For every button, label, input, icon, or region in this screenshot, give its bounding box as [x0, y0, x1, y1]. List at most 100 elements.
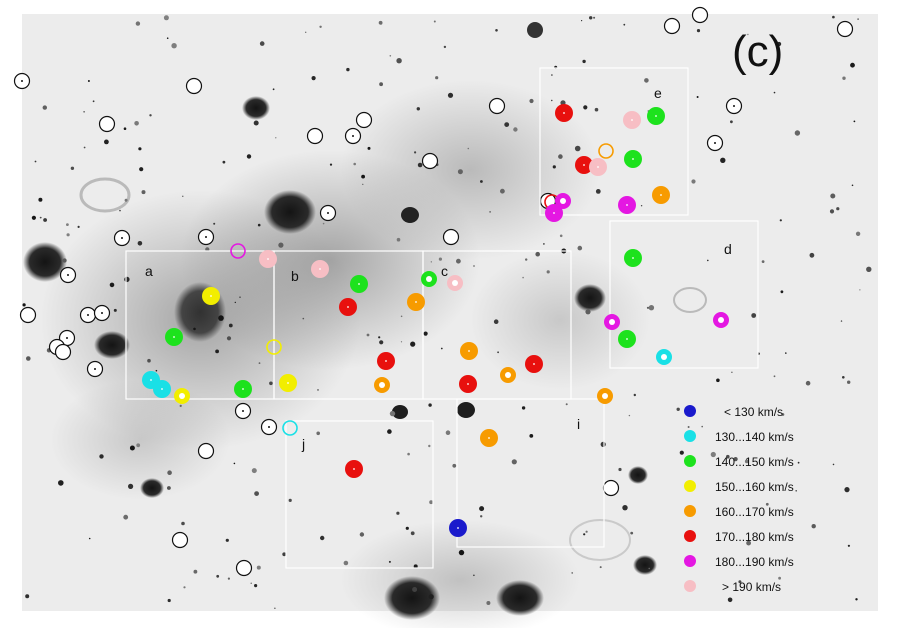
region-label-c: c	[441, 263, 448, 279]
legend-dot	[684, 480, 696, 492]
legend-dot	[684, 430, 696, 442]
faint-source	[182, 195, 184, 197]
faint-source	[62, 258, 67, 263]
faint-source	[594, 107, 599, 112]
faint-source	[866, 266, 872, 272]
faint-source	[218, 315, 224, 321]
velocity-marker-center	[467, 383, 469, 385]
faint-source	[710, 451, 716, 458]
legend-label: 160...170 km/s	[715, 505, 794, 519]
faint-source	[136, 443, 141, 448]
faint-source	[622, 505, 628, 511]
faint-source	[124, 276, 130, 283]
faint-source	[416, 107, 420, 111]
faint-source	[428, 594, 434, 600]
faint-source	[396, 511, 400, 515]
faint-source	[552, 165, 556, 169]
faint-source	[529, 98, 534, 104]
faint-source	[317, 389, 319, 391]
faint-source	[571, 572, 573, 574]
faint-source	[251, 468, 257, 474]
faint-source	[282, 552, 287, 557]
faint-source	[183, 586, 186, 589]
velocity-marker-ring-hole	[661, 354, 667, 360]
field-star-marker	[54, 343, 72, 361]
faint-source	[811, 524, 816, 529]
velocity-marker-center	[655, 115, 657, 117]
faint-source	[39, 216, 42, 219]
faint-source	[366, 333, 370, 337]
faint-source	[440, 347, 443, 350]
faint-source	[396, 58, 402, 64]
velocity-marker-ring-hole	[426, 276, 432, 282]
faint-source	[497, 351, 499, 354]
faint-source	[329, 163, 333, 166]
velocity-marker-center	[553, 212, 555, 214]
faint-source	[193, 327, 196, 331]
faint-source	[135, 21, 141, 26]
faint-source	[429, 500, 433, 505]
velocity-marker-center	[626, 204, 628, 206]
faint-source	[305, 31, 307, 33]
faint-source	[129, 445, 135, 451]
field-star-marker	[185, 77, 203, 95]
faint-source	[155, 369, 158, 372]
faint-source	[593, 16, 596, 19]
faint-source	[809, 252, 815, 258]
faint-source	[66, 223, 69, 227]
faint-source	[546, 270, 550, 274]
faint-source	[414, 151, 417, 154]
faint-source	[585, 309, 591, 315]
region-box-e	[539, 67, 689, 216]
velocity-marker-center	[161, 388, 163, 390]
faint-source	[500, 188, 505, 194]
faint-source	[716, 378, 720, 383]
velocity-marker-ring-hole	[718, 317, 724, 323]
faint-source	[535, 251, 540, 257]
faint-source	[272, 88, 275, 91]
faint-source	[842, 376, 845, 379]
faint-source	[410, 341, 416, 347]
region-label-a: a	[145, 263, 153, 279]
faint-source	[239, 296, 241, 299]
faint-source	[857, 18, 859, 20]
region-box-j	[285, 420, 434, 569]
faint-source	[559, 234, 563, 238]
faint-source	[123, 514, 129, 520]
faint-source	[521, 406, 526, 410]
faint-source	[751, 313, 757, 318]
legend-item: > 190 km/s	[684, 580, 781, 594]
faint-source	[633, 393, 636, 397]
field-star-marker	[663, 17, 681, 35]
velocity-marker-center	[267, 258, 269, 260]
faint-source	[646, 306, 650, 309]
faint-source	[558, 154, 563, 159]
faint-source	[215, 349, 220, 354]
faint-source	[701, 425, 703, 428]
faint-source	[551, 99, 553, 102]
faint-source	[396, 237, 401, 242]
faint-source	[378, 336, 381, 339]
legend-label: < 130 km/s	[724, 405, 783, 419]
field-star-marker	[98, 115, 116, 133]
faint-source	[246, 154, 252, 159]
faint-source	[744, 459, 749, 464]
field-star-marker	[197, 442, 215, 460]
field-star-marker	[421, 152, 439, 170]
region-label-d: d	[724, 241, 732, 257]
legend-item: 170...180 km/s	[684, 530, 794, 544]
faint-source	[193, 569, 198, 574]
faint-source	[25, 594, 30, 599]
field-star-marker	[488, 97, 506, 115]
faint-source	[288, 498, 292, 502]
faint-source	[855, 598, 858, 601]
faint-source	[805, 380, 811, 386]
velocity-marker-ring-hole	[452, 280, 458, 286]
faint-source	[387, 429, 392, 434]
faint-source	[407, 452, 410, 456]
field-star-marker	[355, 111, 373, 129]
faint-source	[433, 20, 436, 23]
faint-source	[167, 486, 171, 490]
faint-source	[216, 574, 220, 578]
faint-source	[761, 260, 765, 263]
